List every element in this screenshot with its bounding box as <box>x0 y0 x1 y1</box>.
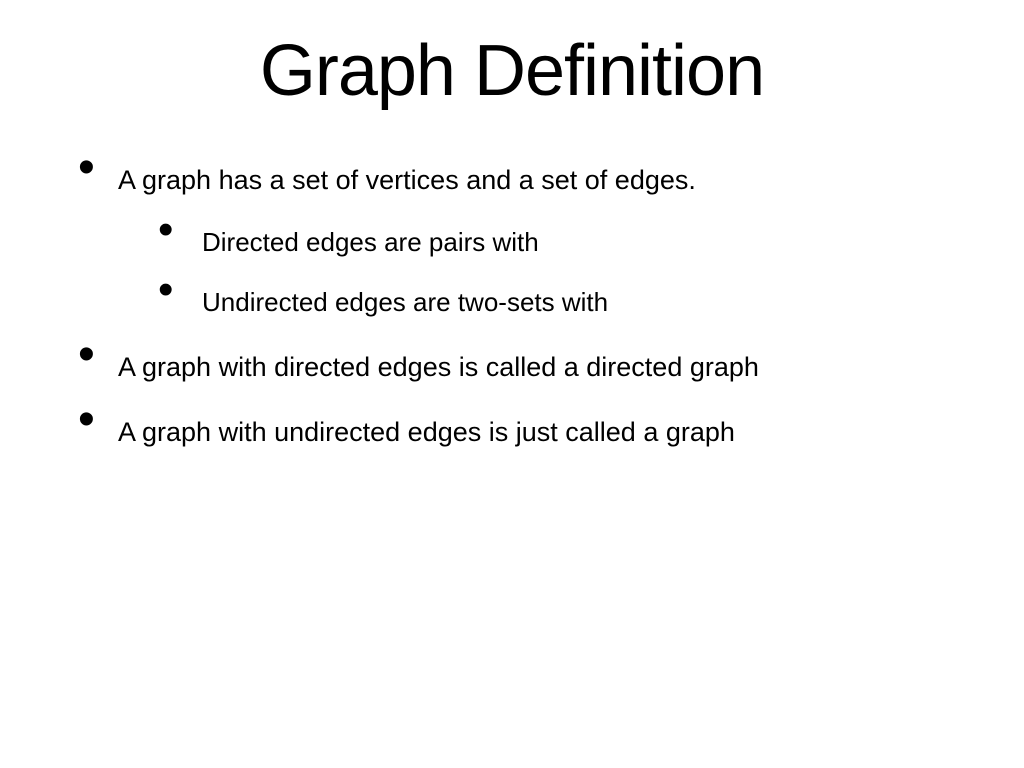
list-item: A graph with directed edges is called a … <box>70 349 954 387</box>
bullet-list: A graph has a set of vertices and a set … <box>70 162 954 452</box>
slide-container: Graph Definition A graph has a set of ve… <box>0 0 1024 768</box>
list-item: Directed edges are pairs with <box>146 224 954 260</box>
sub-bullet-text: Undirected edges are two-sets with <box>202 287 608 317</box>
bullet-text: A graph has a set of vertices and a set … <box>118 165 696 195</box>
list-item: A graph has a set of vertices and a set … <box>70 162 954 321</box>
sub-bullet-list: Directed edges are pairs with Undirected… <box>118 224 954 321</box>
sub-bullet-text: Directed edges are pairs with <box>202 227 539 257</box>
bullet-text: A graph with undirected edges is just ca… <box>118 417 735 447</box>
list-item: A graph with undirected edges is just ca… <box>70 414 954 452</box>
slide-title: Graph Definition <box>70 30 954 112</box>
list-item: Undirected edges are two-sets with <box>146 284 954 320</box>
bullet-text: A graph with directed edges is called a … <box>118 352 759 382</box>
